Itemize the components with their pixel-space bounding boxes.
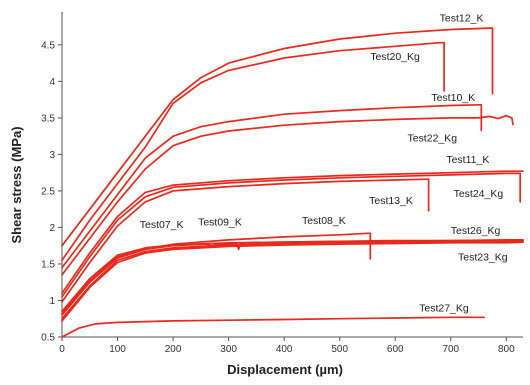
y-tick-label: 1 [49,296,55,307]
series-label-test10-k: Test10_K [431,92,475,104]
x-tick-label: 600 [387,344,404,355]
y-tick-label: 3 [49,150,55,161]
series-label-test08-k: Test08_K [302,215,346,227]
series-label-test07-k: Test07_K [140,219,184,231]
x-tick-label: 300 [220,344,237,355]
x-tick-label: 700 [442,344,459,355]
series-label-test12-k: Test12_K [440,12,484,24]
x-tick-label: 500 [331,344,348,355]
y-tick-label: 4.5 [41,40,55,51]
series-line-test07-k [61,239,524,313]
series-line-test23-kg [61,241,524,322]
series-line-test11-k [61,170,524,295]
series-label-test11-k: Test11_K [446,154,489,166]
series-line-test12-k [61,27,494,247]
series-label-test13-k: Test13_K [369,195,413,207]
x-tick-label: 400 [276,344,293,355]
series-line-test20-kg [61,41,445,262]
series-line-test08-k [61,232,372,316]
series-label-test27-kg: Test27_Kg [419,302,469,314]
y-tick-label: 0.5 [41,333,55,344]
series-label-test09-k: Test09_K [198,216,242,228]
series-line-test22-kg [61,114,514,276]
series-line-test24-kg [61,172,522,298]
y-tick-label: 3.5 [41,113,55,124]
y-tick-label: 2 [49,223,55,234]
series-label-test22-kg: Test22_Kg [407,132,457,144]
series-label-test20-kg: Test20_Kg [370,51,420,63]
y-tick-label: 1.5 [41,259,55,270]
x-tick-label: 0 [59,344,65,355]
series-label-test26-kg: Test26_Kg [451,225,501,237]
y-tick-label: 2.5 [41,186,55,197]
x-tick-label: 100 [109,344,126,355]
x-tick-label: 200 [165,344,182,355]
series-line-test13-k [61,178,430,303]
y-tick-label: 4 [49,77,55,88]
series-line-test10-k [61,103,483,269]
series-label-test24-kg: Test24_Kg [454,188,504,200]
series-line-test27-kg [61,316,485,338]
axes-layer: 0 100 200 300 400 500 600 700 800 0.5 1 1.5 2 2.5 3 3.5… [41,12,523,355]
x-axis-title: Displacement (µm) [227,362,343,377]
series-layer [61,27,524,338]
y-axis-title: Shear stress (MPa) [9,126,24,243]
x-tick-label: 800 [498,344,515,355]
series-label-test23-kg: Test23_Kg [458,251,508,263]
annotation-layer: Test12_K Test20_Kg Test10_K Test22_Kg Test11… [140,12,508,314]
